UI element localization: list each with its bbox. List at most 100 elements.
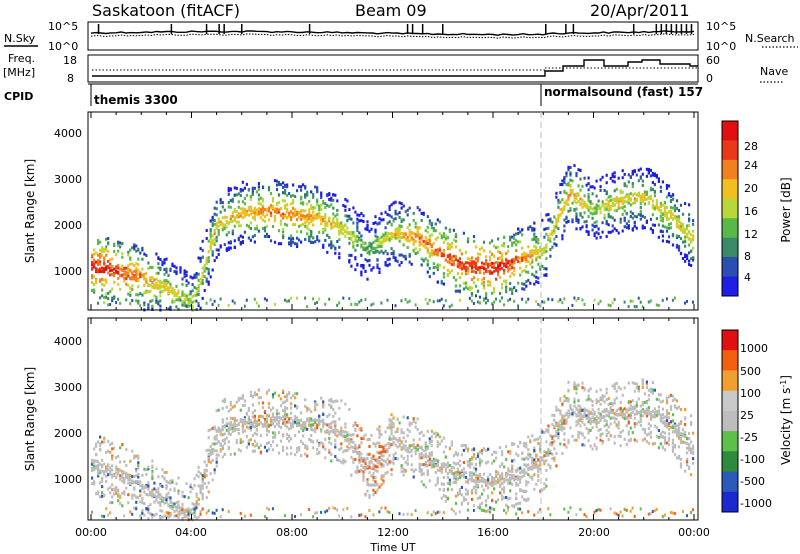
velocity-cell <box>282 409 285 413</box>
power-cell <box>324 220 327 224</box>
power-cell <box>655 175 658 179</box>
power-cell <box>426 270 429 274</box>
velocity-cell <box>273 432 277 436</box>
station-title: Saskatoon (fitACF) <box>92 1 240 20</box>
power-cell <box>507 299 510 303</box>
power-cell <box>105 280 108 284</box>
power-cell <box>595 209 598 212</box>
power-cell <box>99 240 102 244</box>
power-cell <box>529 262 532 266</box>
power-cell <box>340 225 343 229</box>
velocity-cell <box>446 461 449 465</box>
velocity-cell <box>113 473 116 477</box>
power-cell <box>348 217 351 221</box>
power-cell <box>396 227 399 231</box>
velocity-cell <box>380 450 383 454</box>
velocity-cell <box>159 517 162 521</box>
velocity-cell <box>497 480 500 484</box>
velocity-cell <box>416 428 419 432</box>
velocity-cell <box>348 442 351 446</box>
velocity-cell <box>472 453 476 456</box>
power-cell <box>567 219 570 223</box>
velocity-cell <box>482 478 486 482</box>
power-cell <box>185 283 188 287</box>
velocity-cell <box>193 484 196 487</box>
power-cell <box>563 297 566 301</box>
velocity-cell <box>322 403 325 407</box>
velocity-cell <box>247 408 250 412</box>
power-cell <box>135 266 138 270</box>
velocity-cell <box>97 440 100 444</box>
power-cell <box>300 210 303 214</box>
velocity-cell <box>328 430 331 434</box>
power-cell <box>495 297 497 301</box>
velocity-cell <box>308 438 311 441</box>
power-cell <box>175 284 178 288</box>
power-cell <box>219 198 222 202</box>
power-cell <box>623 209 626 213</box>
power-cell <box>227 205 230 209</box>
power-cell <box>265 232 269 236</box>
power-cell <box>318 239 321 243</box>
power-cell <box>167 274 170 277</box>
velocity-cell <box>275 422 279 426</box>
velocity-cell <box>499 485 502 489</box>
power-cell <box>563 205 566 209</box>
velocity-cell <box>334 433 337 437</box>
power-cell <box>185 279 188 283</box>
velocity-cell <box>358 469 361 473</box>
velocity-cell <box>426 454 429 458</box>
velocity-cell <box>195 506 198 510</box>
power-cell <box>607 195 610 199</box>
power-cell <box>651 229 654 232</box>
power-cell <box>245 193 248 197</box>
power-cell <box>221 205 224 209</box>
power-cell <box>609 230 612 234</box>
power-cell <box>601 204 604 208</box>
velocity-cell <box>251 422 254 426</box>
velocity-cell <box>428 460 431 464</box>
power-cell <box>647 196 650 200</box>
velocity-cell <box>382 481 385 485</box>
power-cell <box>675 234 679 238</box>
velocity-cell <box>450 472 453 476</box>
velocity-cell <box>193 510 196 514</box>
power-cell <box>595 230 598 234</box>
velocity-cell <box>360 464 363 468</box>
power-cell <box>163 268 166 272</box>
velocity-cell <box>229 432 232 436</box>
velocity-cell <box>436 433 439 437</box>
power-cell <box>470 292 474 295</box>
velocity-cell <box>159 484 162 488</box>
velocity-cell <box>294 396 297 400</box>
power-cell <box>474 261 478 265</box>
velocity-cell <box>103 515 106 518</box>
velocity-cell <box>314 418 317 422</box>
power-cell <box>237 200 240 204</box>
power-cell <box>316 212 319 216</box>
velocity-cell <box>372 454 375 458</box>
velocity-cell <box>221 425 224 429</box>
power-cell <box>213 259 216 263</box>
velocity-cell <box>382 447 385 451</box>
power-cell <box>201 266 204 270</box>
power-cell <box>157 262 160 266</box>
velocity-cell <box>348 446 351 450</box>
power-cell <box>631 299 634 303</box>
velocity-cell <box>221 433 224 437</box>
power-cell <box>493 269 496 273</box>
velocity-cell <box>362 435 365 439</box>
velocity-cell <box>300 426 303 430</box>
power-cell <box>621 229 624 233</box>
power-cell <box>223 224 226 228</box>
velocity-cell <box>491 477 494 481</box>
velocity-cell <box>263 445 267 449</box>
velocity-cell <box>207 429 210 432</box>
power-cell <box>464 269 468 273</box>
power-cell <box>661 217 664 220</box>
velocity-cell <box>320 419 323 423</box>
velocity-cell <box>312 515 315 519</box>
power-cell <box>171 298 174 302</box>
velocity-cell <box>436 478 439 482</box>
power-cell <box>458 248 461 252</box>
